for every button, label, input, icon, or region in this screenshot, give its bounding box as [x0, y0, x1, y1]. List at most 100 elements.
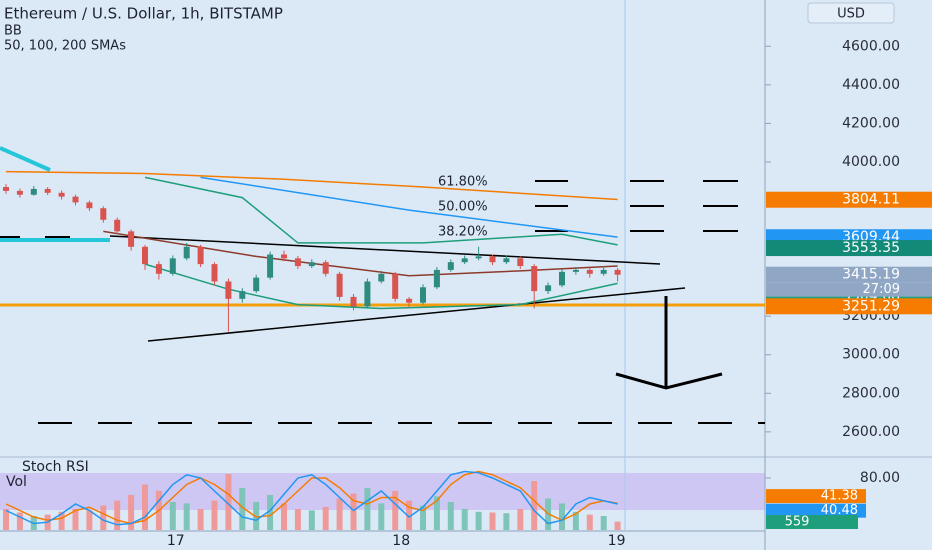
volume-bar	[336, 498, 343, 530]
volume-bar	[100, 505, 107, 530]
candle-body	[211, 264, 218, 282]
candle-body	[378, 273, 385, 282]
volume-bar	[72, 509, 79, 530]
volume-bar	[503, 513, 510, 530]
candle-body	[503, 258, 510, 263]
dashes	[0, 180, 738, 238]
volume-bar	[114, 500, 121, 530]
volume-bar	[308, 510, 315, 530]
candle-body	[197, 246, 204, 265]
volume-bar	[586, 514, 593, 530]
trend-lower	[147, 287, 686, 342]
volume-bar	[614, 521, 621, 530]
candle-body	[517, 258, 524, 267]
volume-bar	[364, 488, 371, 530]
price-badge	[766, 266, 932, 283]
rsi-label: Stoch RSI	[22, 459, 89, 475]
y-tick-label: 4400.00	[842, 77, 900, 93]
vol-label: Vol	[6, 474, 27, 490]
volume-bar	[378, 503, 385, 530]
volume-bar	[267, 495, 274, 530]
candle-body	[294, 258, 301, 267]
volume-bar	[420, 505, 426, 530]
candle-body	[142, 246, 148, 265]
countdown-bg	[766, 282, 932, 297]
volume-bar	[406, 500, 413, 530]
y-tick-label: 3000.00	[842, 347, 900, 363]
candle-body	[239, 291, 246, 299]
volume-bar	[86, 510, 93, 530]
indicator-line	[200, 176, 618, 238]
volume-bar	[3, 509, 9, 530]
volume-bar	[225, 474, 232, 530]
candle-body	[16, 190, 23, 195]
volume-bar	[461, 509, 468, 530]
candle-body	[350, 296, 357, 307]
volume-bar	[142, 484, 148, 530]
currency-box[interactable]	[807, 2, 895, 24]
currency[interactable]: USD	[837, 7, 865, 22]
candle-body	[183, 246, 190, 259]
candle-body	[44, 188, 51, 193]
candle-body	[545, 285, 552, 292]
fib-label: 38.20%	[438, 225, 488, 240]
rsi-badge-label: 41.38	[821, 489, 858, 504]
price-badge-label: 3251.29	[842, 298, 900, 314]
candle-body	[253, 277, 260, 292]
price-badge-label: 3553.35	[842, 240, 900, 256]
candle-body	[420, 287, 426, 303]
volume-bar	[517, 509, 524, 530]
indicator: BB	[4, 24, 22, 39]
volume-bar	[600, 516, 607, 530]
candle-body	[559, 271, 565, 286]
volume-bar	[531, 481, 538, 530]
volume-bar	[572, 511, 579, 530]
price-badge-label: 3415.19	[842, 267, 900, 283]
rsi-tick-label: 80.00	[860, 470, 900, 486]
countdown: 27:09	[863, 282, 900, 297]
volume-bar	[128, 495, 135, 530]
volume-bar	[294, 509, 301, 530]
candle-body	[406, 298, 413, 303]
y-tick-label: 2600.00	[842, 424, 900, 440]
rsi-line	[5, 470, 618, 526]
y-tick-label: 4200.00	[842, 115, 900, 131]
volume-bar	[322, 506, 329, 530]
candle-body	[475, 256, 482, 259]
candle-body	[30, 188, 37, 195]
fib-label: 50.00%	[438, 200, 488, 215]
volume-bar	[281, 503, 287, 530]
candle-body	[364, 281, 371, 307]
rsi-badge	[766, 489, 866, 504]
volume-bar	[58, 511, 65, 530]
candle-body	[531, 266, 538, 292]
candle-body	[308, 262, 315, 267]
candle-body	[461, 258, 468, 263]
candle-body	[267, 254, 274, 278]
down-arrow	[615, 296, 723, 390]
candle-body	[586, 269, 593, 274]
candle-body	[86, 202, 93, 209]
candle-body	[392, 273, 399, 299]
candle-body	[336, 273, 343, 297]
volume-bar	[183, 503, 190, 530]
rsi-badge	[766, 503, 866, 518]
candle-body	[614, 269, 621, 275]
candle-body	[58, 192, 65, 197]
candle-body	[114, 219, 121, 232]
volume-bar	[253, 502, 260, 530]
volume-badge-label: 559	[785, 515, 810, 530]
volume-bar	[350, 493, 357, 530]
volume-bar	[559, 503, 565, 530]
candle-body	[155, 264, 162, 274]
candle-body	[433, 269, 440, 288]
price-badge-label: 3804.11	[842, 192, 900, 208]
y-tick-label: 4000.00	[842, 154, 900, 170]
volume-bar	[392, 490, 399, 530]
title: Ethereum / U.S. Dollar, 1h, BITSTAMP	[4, 5, 283, 23]
cyan-line	[0, 146, 51, 172]
volume-bar	[197, 509, 204, 530]
header-bg	[0, 0, 520, 58]
rsi-badge-label: 40.48	[821, 503, 858, 518]
indicator-line	[103, 230, 618, 277]
